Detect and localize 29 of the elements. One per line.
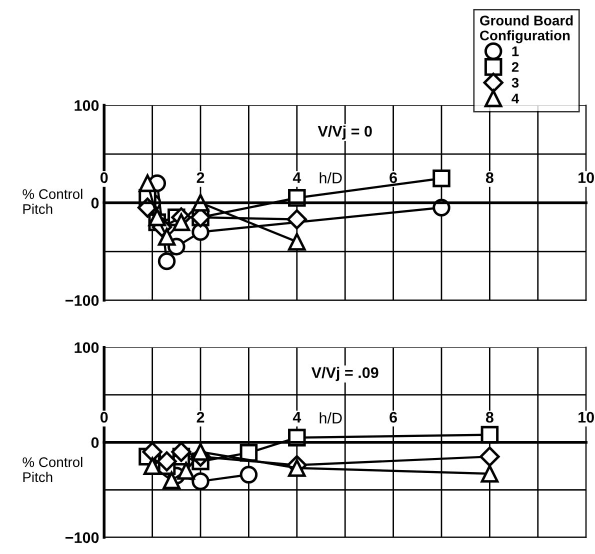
- y-axis-title: % Control Pitch: [22, 188, 82, 214]
- x-tick-label: 8: [486, 172, 494, 184]
- annotation: V/Vj = 0: [318, 125, 372, 140]
- legend-label: 4: [512, 94, 520, 104]
- x-tick-label: 0: [100, 172, 108, 184]
- y-tick-label: 0: [91, 437, 99, 448]
- x-tick-label: 4: [292, 412, 302, 423]
- legend-label: 1: [512, 46, 519, 56]
- x-axis-title: h/D: [320, 412, 342, 424]
- x-tick-label: 10: [578, 172, 594, 184]
- x-tick-label: 6: [390, 172, 397, 184]
- legend-title: Ground Board Configuration: [480, 15, 573, 44]
- annotation: V/Vj = .09: [311, 366, 378, 382]
- legend-label: 2: [512, 62, 519, 72]
- y-tick-label: −100: [65, 532, 99, 544]
- y-axis-title: % Control Pitch: [22, 456, 82, 482]
- x-tick-label: 0: [100, 412, 108, 423]
- y-tick-label: 100: [74, 100, 99, 111]
- y-tick-label: 100: [74, 342, 99, 354]
- x-tick-label: 8: [486, 412, 494, 423]
- x-tick-label: 6: [390, 412, 397, 423]
- x-tick-label: 10: [578, 412, 594, 423]
- x-tick-label: 2: [196, 172, 204, 183]
- x-axis-title: h/D: [320, 172, 342, 184]
- x-tick-label: 2: [196, 412, 204, 423]
- y-tick-label: 0: [91, 198, 99, 208]
- legend-label: 3: [512, 78, 519, 88]
- y-tick-label: −100: [65, 295, 99, 306]
- x-tick-label: 4: [292, 172, 302, 183]
